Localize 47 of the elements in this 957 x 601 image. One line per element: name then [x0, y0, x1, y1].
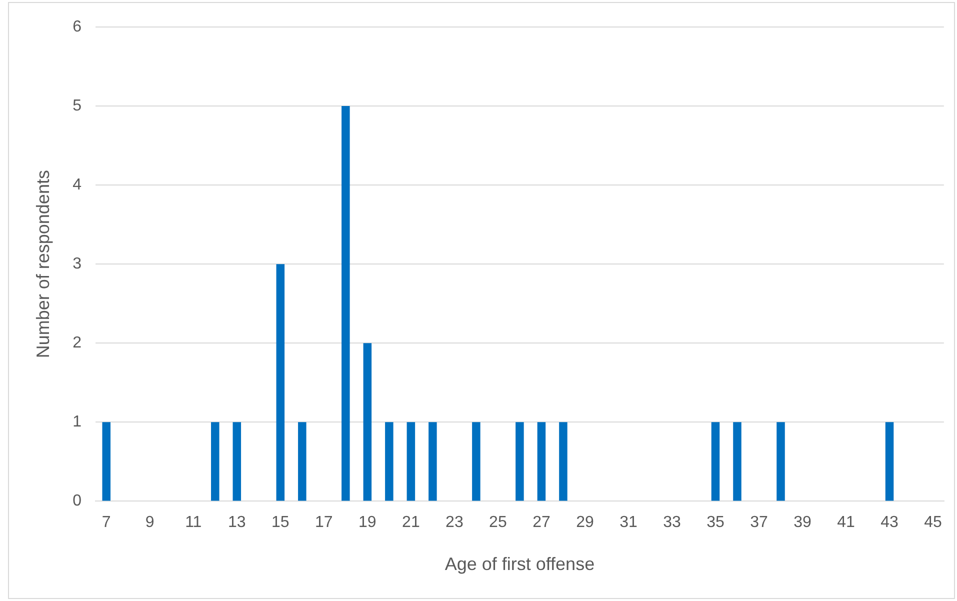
bar: [885, 422, 894, 501]
bar: [733, 422, 742, 501]
x-tick-label: 9: [145, 514, 154, 532]
bar: [406, 422, 416, 501]
x-tick-label: 11: [185, 514, 202, 532]
y-tick-label: 5: [72, 97, 82, 114]
y-tick-label: 3: [72, 256, 82, 273]
bar: [102, 422, 111, 501]
x-tick-label: 13: [228, 514, 246, 532]
bar: [276, 264, 285, 501]
x-tick-label: 37: [750, 514, 768, 532]
y-tick-label: 4: [72, 176, 82, 194]
x-tick-label: 45: [924, 514, 942, 532]
x-tick-label: 27: [532, 514, 550, 532]
x-tick-label: 19: [358, 514, 376, 532]
y-tick-label: 6: [72, 18, 82, 36]
bar: [428, 422, 437, 501]
x-tick-label: 7: [102, 514, 111, 532]
x-tick-label: 17: [315, 514, 333, 532]
bar: [385, 422, 394, 501]
x-tick-label: 39: [794, 514, 812, 532]
y-axis-title: Number of respondents: [32, 170, 53, 358]
y-tick-label: 0: [72, 492, 82, 510]
bar: [363, 343, 372, 501]
x-tick-label: 21: [402, 514, 420, 532]
bar: [211, 422, 220, 501]
bar: [232, 422, 242, 501]
bar: [776, 422, 785, 501]
bar: [472, 422, 480, 501]
y-tick-label: 2: [72, 334, 82, 352]
bar: [298, 422, 306, 501]
x-tick-label: 25: [489, 514, 507, 532]
bar: [559, 422, 568, 501]
bar: [711, 422, 720, 501]
x-tick-label: 29: [576, 514, 594, 532]
y-tick-label: 1: [72, 414, 82, 431]
x-tick-label: 35: [706, 514, 724, 532]
x-tick-label: 41: [837, 514, 856, 532]
x-axis-title: Age of first offense: [444, 554, 595, 574]
bar: [342, 106, 350, 501]
x-tick-label: 31: [620, 514, 638, 532]
bar: [537, 422, 546, 501]
x-tick-label: 33: [663, 514, 681, 532]
x-tick-label: 23: [446, 514, 464, 532]
bar: [516, 422, 524, 501]
x-tick-label: 43: [880, 514, 899, 532]
x-tick-label: 15: [272, 514, 290, 532]
